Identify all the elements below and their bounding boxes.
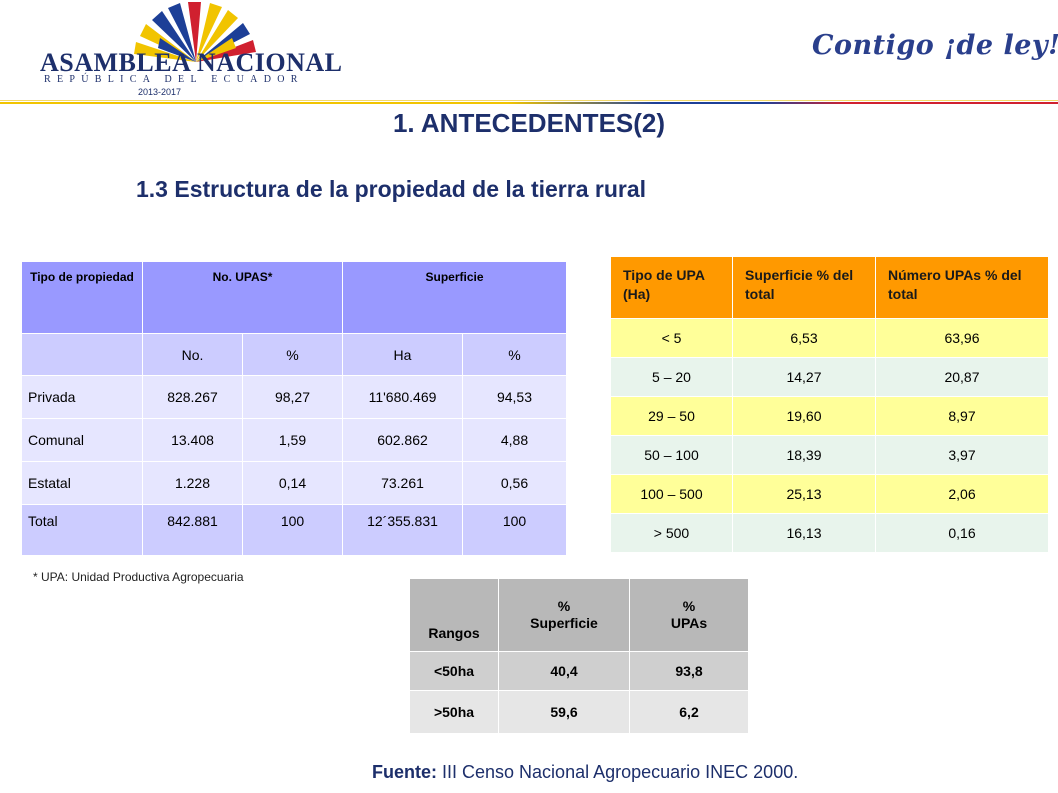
footnote: * UPA: Unidad Productiva Agropecuaria bbox=[33, 570, 244, 584]
asamblea-logo-icon bbox=[134, 2, 256, 62]
table-row: 100 – 500 25,13 2,06 bbox=[610, 474, 1049, 514]
table-row: Comunal 13.408 1,59 602.862 4,88 bbox=[21, 418, 567, 462]
table-header-row: Tipo de UPA (Ha) Superficie % del total … bbox=[610, 256, 1049, 319]
cell: 828.267 bbox=[142, 375, 243, 419]
logo-subtitle: REPÚBLICA DEL ECUADOR bbox=[44, 74, 304, 85]
cell: Privada bbox=[21, 375, 143, 419]
table-row: >50ha 59,6 6,2 bbox=[409, 690, 749, 734]
slogan: Contigo ¡de ley! bbox=[812, 30, 1058, 61]
subheader-pct: % bbox=[242, 333, 343, 376]
cell: 73.261 bbox=[342, 461, 463, 505]
cell: 18,39 bbox=[732, 435, 876, 475]
table-header-row: Rangos % Superficie % UPAs bbox=[409, 578, 749, 652]
cell: 1.228 bbox=[142, 461, 243, 505]
header-superficie-pct: Superficie % del total bbox=[732, 256, 876, 319]
table-row: 50 – 100 18,39 3,97 bbox=[610, 435, 1049, 475]
header-no-upas: No. UPAS* bbox=[142, 261, 343, 334]
cell: 98,27 bbox=[242, 375, 343, 419]
header-pct-superficie-text: % Superficie bbox=[530, 598, 598, 631]
logo-years: 2013-2017 bbox=[138, 87, 182, 97]
logo-title: ASAMBLEA NACIONAL bbox=[40, 48, 343, 77]
cell: <50ha bbox=[409, 651, 499, 691]
page-title: 1. ANTECEDENTES(2) bbox=[392, 108, 666, 138]
cell: 19,60 bbox=[732, 396, 876, 436]
cell: 25,13 bbox=[732, 474, 876, 514]
cell: 0,14 bbox=[242, 461, 343, 505]
cell: 16,13 bbox=[732, 513, 876, 553]
cell: 93,8 bbox=[629, 651, 749, 691]
subheader-pct-2: % bbox=[462, 333, 567, 376]
header-numero-upas: Número UPAs % del total bbox=[875, 256, 1049, 319]
header-pct-upas: % UPAs bbox=[629, 578, 749, 652]
source-label: Fuente: bbox=[372, 762, 437, 782]
table-propiedad: Tipo de propiedad No. UPAS* Superficie N… bbox=[21, 261, 567, 556]
cell: 5 – 20 bbox=[610, 357, 733, 397]
cell: 602.862 bbox=[342, 418, 463, 462]
cell: 6,2 bbox=[629, 690, 749, 734]
section-subtitle: 1.3 Estructura de la propiedad de la tie… bbox=[136, 176, 647, 202]
table-row: < 5 6,53 63,96 bbox=[610, 318, 1049, 358]
cell: 3,97 bbox=[875, 435, 1049, 475]
cell: 2,06 bbox=[875, 474, 1049, 514]
cell: Comunal bbox=[21, 418, 143, 462]
cell: > 500 bbox=[610, 513, 733, 553]
cell: 11'680.469 bbox=[342, 375, 463, 419]
cell: 6,53 bbox=[732, 318, 876, 358]
cell: 4,88 bbox=[462, 418, 567, 462]
table-row: <50ha 40,4 93,8 bbox=[409, 651, 749, 691]
table-rangos: Rangos % Superficie % UPAs <50ha 40,4 93… bbox=[409, 578, 749, 734]
cell: 842.881 bbox=[142, 504, 243, 556]
cell: 29 – 50 bbox=[610, 396, 733, 436]
table-row: 29 – 50 19,60 8,97 bbox=[610, 396, 1049, 436]
cell: 100 bbox=[242, 504, 343, 556]
header-superficie: Superficie bbox=[342, 261, 567, 334]
cell: < 5 bbox=[610, 318, 733, 358]
cell: 8,97 bbox=[875, 396, 1049, 436]
table-upa: Tipo de UPA (Ha) Superficie % del total … bbox=[610, 256, 1049, 553]
cell: 59,6 bbox=[498, 690, 630, 734]
cell: 0,16 bbox=[875, 513, 1049, 553]
cell: 50 – 100 bbox=[610, 435, 733, 475]
cell: 100 – 500 bbox=[610, 474, 733, 514]
table-row: Privada 828.267 98,27 11'680.469 94,53 bbox=[21, 375, 567, 419]
header-rangos: Rangos bbox=[409, 578, 499, 652]
cell: 0,56 bbox=[462, 461, 567, 505]
cell: 1,59 bbox=[242, 418, 343, 462]
cell: 20,87 bbox=[875, 357, 1049, 397]
subheader-ha: Ha bbox=[342, 333, 463, 376]
cell: 40,4 bbox=[498, 651, 630, 691]
source-text: III Censo Nacional Agropecuario INEC 200… bbox=[442, 762, 799, 782]
table-row: Estatal 1.228 0,14 73.261 0,56 bbox=[21, 461, 567, 505]
table-row: > 500 16,13 0,16 bbox=[610, 513, 1049, 553]
cell: 63,96 bbox=[875, 318, 1049, 358]
table-subheader-row: No. % Ha % bbox=[21, 333, 567, 376]
cell: 14,27 bbox=[732, 357, 876, 397]
cell: Estatal bbox=[21, 461, 143, 505]
header-divider bbox=[0, 102, 1058, 104]
header-pct-upas-text: % UPAs bbox=[670, 598, 708, 631]
header-pct-superficie: % Superficie bbox=[498, 578, 630, 652]
header-tipo-upa: Tipo de UPA (Ha) bbox=[610, 256, 733, 319]
cell: 100 bbox=[462, 504, 567, 556]
source-note: Fuente: III Censo Nacional Agropecuario … bbox=[372, 762, 798, 783]
cell: 12´355.831 bbox=[342, 504, 463, 556]
cell: 94,53 bbox=[462, 375, 567, 419]
table-header-row: Tipo de propiedad No. UPAS* Superficie bbox=[21, 261, 567, 334]
cell: Total bbox=[21, 504, 143, 556]
cell: >50ha bbox=[409, 690, 499, 734]
table-row: 5 – 20 14,27 20,87 bbox=[610, 357, 1049, 397]
cell: 13.408 bbox=[142, 418, 243, 462]
header-divider-thin bbox=[0, 100, 1058, 101]
header-tipo-propiedad: Tipo de propiedad bbox=[21, 261, 143, 334]
subheader-no: No. bbox=[142, 333, 243, 376]
subheader-empty bbox=[21, 333, 143, 376]
table-row-total: Total 842.881 100 12´355.831 100 bbox=[21, 504, 567, 556]
